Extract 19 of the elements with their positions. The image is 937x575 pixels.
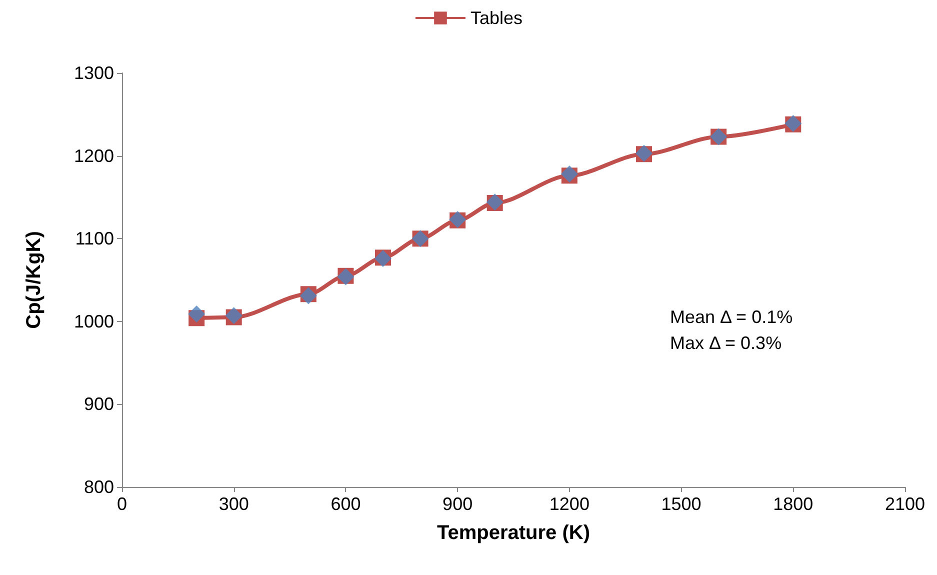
x-tick-label: 0 — [116, 494, 128, 514]
annotation: Mean Δ = 0.1% — [670, 307, 793, 327]
x-tick-label: 900 — [442, 494, 473, 514]
x-tick-label: 600 — [330, 494, 361, 514]
x-tick-label: 1800 — [773, 494, 814, 514]
y-tick-label: 1300 — [74, 63, 114, 83]
x-tick-label: 1200 — [549, 494, 590, 514]
x-tick-label: 1500 — [661, 494, 702, 514]
x-tick-label: 300 — [218, 494, 249, 514]
x-tick-label: 2100 — [884, 494, 926, 514]
y-axis-title: Cp(J/KgK) — [23, 231, 45, 329]
y-tick-label: 1100 — [75, 228, 114, 249]
legend-label: Tables — [470, 8, 523, 28]
y-tick-label: 900 — [84, 394, 114, 414]
y-tick-label: 1200 — [74, 146, 114, 166]
annotation: Max Δ = 0.3% — [670, 333, 782, 353]
x-axis-title: Temperature (K) — [437, 522, 590, 544]
y-tick-label: 1000 — [74, 311, 114, 332]
y-tick-label: 800 — [84, 477, 114, 497]
